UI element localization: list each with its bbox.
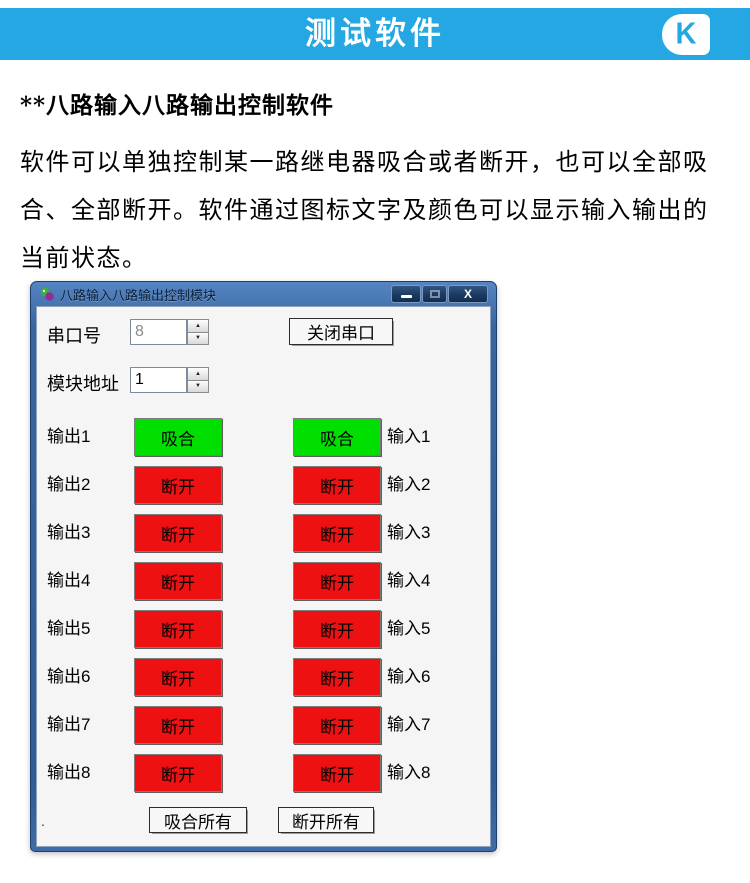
input-state-button-4[interactable]: 断开 bbox=[293, 562, 381, 600]
output-state-button-4[interactable]: 断开 bbox=[134, 562, 222, 600]
stray-dot: . bbox=[41, 813, 45, 829]
input-label-8: 输入8 bbox=[387, 763, 431, 782]
input-label-6: 输入6 bbox=[387, 667, 431, 686]
intro-heading: **八路输入八路输出控制软件 bbox=[20, 92, 335, 119]
intro-line-2: 合、全部断开。软件通过图标文字及颜色可以显示输入输出的 bbox=[20, 196, 709, 224]
input-state-button-5[interactable]: 断开 bbox=[293, 610, 381, 648]
titlebar[interactable]: 八路输入八路输出控制模块 X bbox=[36, 282, 491, 306]
output-label-1: 输出1 bbox=[47, 427, 91, 446]
output-state-button-5[interactable]: 断开 bbox=[134, 610, 222, 648]
output-label-5: 输出5 bbox=[47, 619, 91, 638]
disconnect-all-button[interactable]: 断开所有 bbox=[278, 807, 374, 833]
output-state-button-7[interactable]: 断开 bbox=[134, 706, 222, 744]
minimize-icon bbox=[400, 295, 412, 298]
maximize-button[interactable] bbox=[422, 285, 447, 303]
close-icon: X bbox=[463, 287, 472, 301]
intro-line-1: 软件可以单独控制某一路继电器吸合或者断开，也可以全部吸 bbox=[20, 148, 709, 176]
app-window: 八路输入八路输出控制模块 X 串口号 ▲ ▼ 关闭串口 模块地址 ▲ ▼ 输出1… bbox=[30, 281, 497, 852]
maximize-icon bbox=[429, 290, 440, 298]
module-address-label: 模块地址 bbox=[47, 374, 119, 394]
input-label-5: 输入5 bbox=[387, 619, 431, 638]
intro-line-3: 当前状态。 bbox=[20, 244, 148, 272]
module-address-input[interactable] bbox=[130, 367, 187, 393]
brand-logo-letter: K bbox=[675, 17, 697, 51]
spin-up-icon[interactable]: ▲ bbox=[187, 319, 209, 332]
input-label-4: 输入4 bbox=[387, 571, 431, 590]
minimize-button[interactable] bbox=[391, 285, 421, 303]
window-title: 八路输入八路输出控制模块 bbox=[60, 287, 217, 303]
input-state-button-3[interactable]: 断开 bbox=[293, 514, 381, 552]
serial-port-stepper: ▲ ▼ bbox=[187, 319, 209, 345]
spin-down-icon[interactable]: ▼ bbox=[187, 331, 209, 345]
input-state-button-7[interactable]: 断开 bbox=[293, 706, 381, 744]
output-label-2: 输出2 bbox=[47, 475, 91, 494]
output-state-button-6[interactable]: 断开 bbox=[134, 658, 222, 696]
close-button[interactable]: X bbox=[448, 285, 488, 303]
spin-up-icon[interactable]: ▲ bbox=[187, 367, 209, 380]
intro-section: **八路输入八路输出控制软件 软件可以单独控制某一路继电器吸合或者断开，也可以全… bbox=[20, 86, 732, 282]
input-state-button-2[interactable]: 断开 bbox=[293, 466, 381, 504]
input-label-3: 输入3 bbox=[387, 523, 431, 542]
output-state-button-1[interactable]: 吸合 bbox=[134, 418, 222, 456]
brand-logo-icon: K bbox=[662, 14, 710, 55]
engage-all-button[interactable]: 吸合所有 bbox=[149, 807, 247, 833]
close-serial-button[interactable]: 关闭串口 bbox=[289, 318, 393, 345]
output-state-button-2[interactable]: 断开 bbox=[134, 466, 222, 504]
output-state-button-8[interactable]: 断开 bbox=[134, 754, 222, 792]
top-banner: 测试软件 K bbox=[0, 8, 750, 60]
window-icon bbox=[40, 287, 54, 301]
input-label-1: 输入1 bbox=[387, 427, 431, 446]
output-label-3: 输出3 bbox=[47, 523, 91, 542]
output-state-button-3[interactable]: 断开 bbox=[134, 514, 222, 552]
window-controls: X bbox=[390, 285, 488, 303]
output-label-7: 输出7 bbox=[47, 715, 91, 734]
output-label-6: 输出6 bbox=[47, 667, 91, 686]
spin-down-icon[interactable]: ▼ bbox=[187, 379, 209, 393]
output-label-4: 输出4 bbox=[47, 571, 91, 590]
serial-port-label: 串口号 bbox=[47, 326, 101, 346]
module-address-stepper: ▲ ▼ bbox=[187, 367, 209, 393]
input-label-7: 输入7 bbox=[387, 715, 431, 734]
input-state-button-1[interactable]: 吸合 bbox=[293, 418, 381, 456]
input-state-button-6[interactable]: 断开 bbox=[293, 658, 381, 696]
output-label-8: 输出8 bbox=[47, 763, 91, 782]
input-label-2: 输入2 bbox=[387, 475, 431, 494]
banner-title: 测试软件 bbox=[305, 16, 445, 52]
window-client-area: 串口号 ▲ ▼ 关闭串口 模块地址 ▲ ▼ 输出1 吸合 吸合 输入1 输出2 … bbox=[36, 306, 491, 847]
serial-port-input[interactable] bbox=[130, 319, 187, 345]
input-state-button-8[interactable]: 断开 bbox=[293, 754, 381, 792]
